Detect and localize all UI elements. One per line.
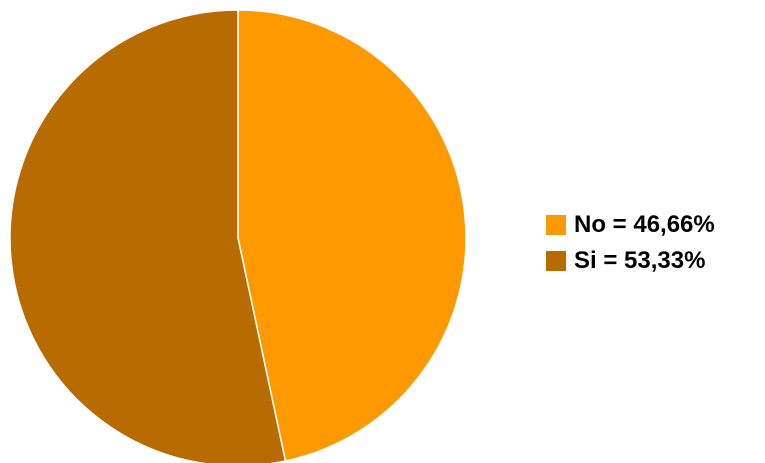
legend-item-no: No = 46,66% xyxy=(546,207,715,243)
legend-swatch-si xyxy=(546,251,566,271)
legend: No = 46,66% Si = 53,33% xyxy=(546,207,715,279)
legend-label-no: No = 46,66% xyxy=(574,211,715,238)
legend-item-si: Si = 53,33% xyxy=(546,243,715,279)
legend-swatch-no xyxy=(546,215,566,235)
pie-slice-no xyxy=(237,9,467,462)
pie-slice-si xyxy=(9,9,287,463)
legend-label-si: Si = 53,33% xyxy=(574,247,706,274)
